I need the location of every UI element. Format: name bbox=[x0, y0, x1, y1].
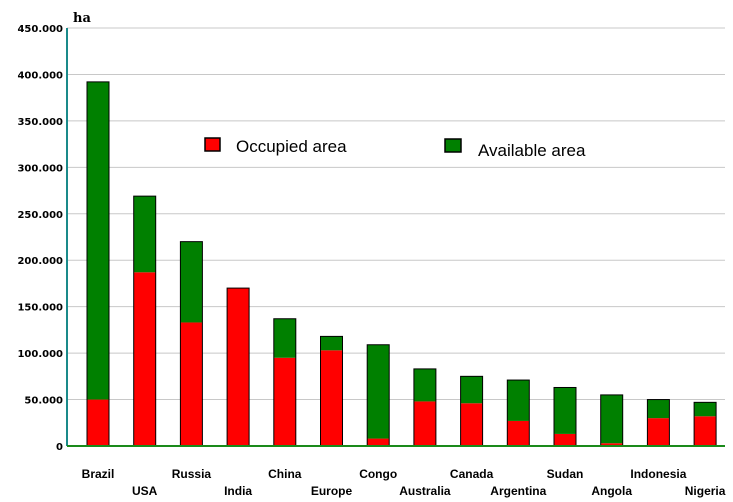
y-tick-label: 300.000 bbox=[17, 163, 63, 174]
bar-occupied bbox=[694, 416, 717, 446]
bar-occupied bbox=[320, 350, 343, 446]
bar-available bbox=[647, 399, 670, 419]
bar-available bbox=[507, 380, 530, 421]
bar-available bbox=[87, 81, 109, 400]
x-tick-label: Argentina bbox=[490, 484, 546, 498]
bar-available bbox=[413, 368, 436, 402]
y-tick-label: 0 bbox=[56, 442, 63, 453]
y-tick-label: 200.000 bbox=[17, 256, 63, 267]
bar-occupied bbox=[133, 272, 156, 446]
legend: Occupied area Available area bbox=[204, 137, 586, 160]
bars bbox=[86, 81, 717, 447]
bar-occupied bbox=[180, 322, 203, 446]
x-tick-label: Australia bbox=[399, 484, 451, 498]
bar-available bbox=[180, 241, 203, 323]
bar-available bbox=[600, 394, 623, 444]
bar-available bbox=[273, 318, 296, 358]
bar-available bbox=[554, 387, 576, 434]
bar-occupied bbox=[273, 357, 296, 446]
x-tick-labels: Brazil USA Russia India China Europe CongoAust… bbox=[82, 467, 726, 498]
y-tick-label: 50.000 bbox=[24, 396, 63, 407]
bar-occupied bbox=[554, 433, 576, 446]
x-tick-label: Sudan bbox=[547, 467, 584, 481]
y-tick-labels: 0 50.000 100.000 150.000 200.000 250.000 300.0… bbox=[17, 24, 63, 453]
x-tick-label: Congo bbox=[359, 467, 397, 481]
bar-occupied bbox=[227, 288, 250, 446]
legend-swatch-available bbox=[444, 138, 462, 153]
y-tick-label: 250.000 bbox=[17, 210, 63, 221]
bar-occupied bbox=[367, 438, 390, 446]
y-tick-label: 150.000 bbox=[17, 303, 63, 314]
bar-available bbox=[694, 402, 717, 417]
x-tick-label: China bbox=[268, 467, 302, 481]
bar-available bbox=[320, 336, 343, 351]
x-tick-label: Canada bbox=[450, 467, 494, 481]
x-tick-label: Brazil bbox=[82, 467, 115, 481]
y-tick-label: 350.000 bbox=[17, 117, 63, 128]
grid-lines bbox=[67, 27, 725, 401]
legend-swatch-occupied bbox=[204, 137, 221, 152]
bar-occupied bbox=[413, 401, 436, 446]
legend-label-occupied: Occupied area bbox=[236, 137, 347, 156]
bar-available bbox=[133, 196, 156, 273]
x-tick-label: Europe bbox=[311, 484, 353, 498]
y-tick-label: 100.000 bbox=[17, 349, 63, 360]
bar-occupied bbox=[600, 443, 623, 446]
x-tick-label: Russia bbox=[172, 467, 212, 481]
y-tick-label: 450.000 bbox=[17, 24, 63, 35]
legend-label-available: Available area bbox=[478, 141, 586, 160]
bar-available bbox=[367, 344, 390, 439]
x-tick-label: Nigeria bbox=[685, 484, 726, 498]
x-tick-label: USA bbox=[132, 484, 158, 498]
y-axis-label: ha bbox=[73, 11, 91, 26]
x-tick-label: India bbox=[224, 484, 252, 498]
bar-occupied bbox=[647, 418, 670, 446]
bar-occupied bbox=[460, 403, 483, 446]
bar-occupied bbox=[507, 420, 530, 446]
x-tick-label: Indonesia bbox=[630, 467, 686, 481]
bar-available bbox=[460, 376, 483, 404]
x-tick-label: Angola bbox=[591, 484, 632, 498]
y-tick-label: 400.000 bbox=[17, 70, 63, 81]
bar-occupied bbox=[87, 399, 109, 446]
